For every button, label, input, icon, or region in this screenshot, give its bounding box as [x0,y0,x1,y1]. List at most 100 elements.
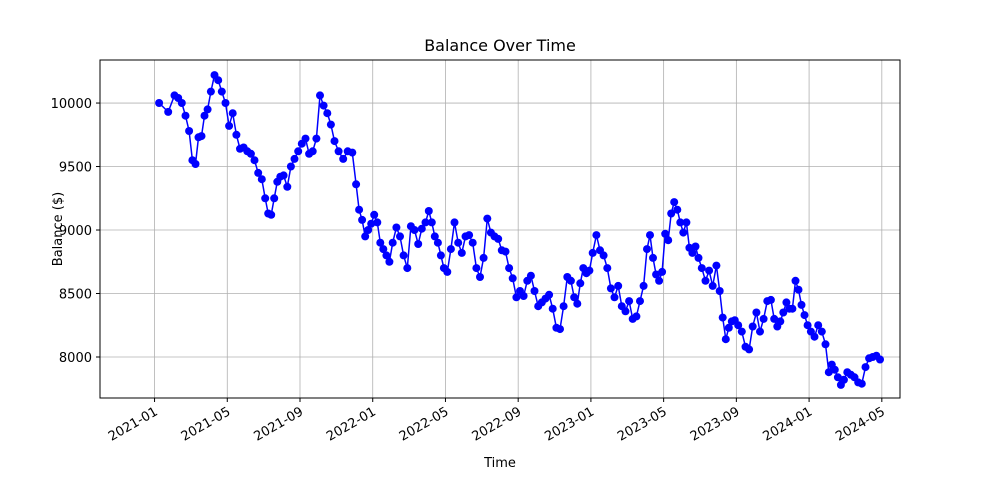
data-point [610,293,619,302]
data-point [800,311,809,320]
data-point [556,325,564,334]
data-point [639,281,648,290]
axes-frame [99,59,901,399]
data-point [468,238,477,247]
data-point [830,365,839,374]
data-point [682,218,691,227]
data-point [519,292,528,300]
data-point [232,130,241,139]
data-point [454,238,463,247]
data-point [177,99,186,107]
data-point [791,276,800,285]
data-point [788,304,797,313]
data-point [203,105,212,114]
data-point [652,270,661,279]
data-point [734,321,743,330]
data-point [479,253,488,262]
data-point [667,209,676,218]
data-point [585,266,594,275]
data-point [621,307,630,316]
data-point [559,302,568,311]
data-point [688,248,697,257]
data-point [603,264,612,273]
y-tick-label: 9500 [59,161,92,176]
data-point [748,322,757,331]
data-point [508,274,517,283]
data-point [399,251,408,260]
data-point [410,226,419,234]
data-point [433,238,442,247]
data-point [776,317,785,326]
data-point [382,251,391,260]
data-point [457,248,466,257]
data-point [316,91,324,100]
data-point [779,308,788,317]
data-point [312,134,321,143]
data-point [396,232,404,241]
data-point [694,253,703,262]
data-point [649,253,657,262]
data-point [270,194,279,203]
data-point [570,293,579,302]
data-point [670,198,679,207]
data-point [701,276,710,285]
data-point [334,147,343,156]
data-point [658,267,667,276]
data-point [876,355,884,364]
data-point [752,308,761,317]
data-point [191,160,200,168]
y-tick-label: 10000 [51,97,92,112]
data-point [373,218,382,227]
data-point [294,147,303,156]
chart-title: Balance Over Time [424,36,576,55]
data-point [691,242,700,251]
data-point [228,109,237,118]
data-point [833,373,842,382]
data-point [221,99,230,107]
data-point [361,232,370,241]
data-point [436,251,445,260]
data-point [646,231,654,240]
data-point [745,345,754,354]
data-point [724,323,733,332]
data-point [181,111,190,120]
data-point [712,261,721,270]
data-point [164,107,173,116]
data-point [206,87,215,96]
data-point [319,101,328,110]
data-point [817,327,826,336]
data-point [599,251,608,260]
data-point [450,218,459,227]
data-point [770,314,779,323]
data-point [661,229,670,238]
data-point [376,238,385,247]
data-point [392,223,401,232]
data-point [494,234,503,243]
data-point [261,194,270,203]
data-point [308,147,317,156]
data-point [185,127,194,135]
data-point [715,287,724,295]
data-point [339,154,348,163]
data-point [214,76,223,85]
data-point [614,281,623,290]
data-point [566,276,575,285]
data-point [705,266,714,275]
data-point [424,207,433,215]
data-point [267,210,276,219]
y-tick-label: 8500 [59,288,92,303]
data-point [573,299,582,308]
data-point [197,132,206,141]
data-point [794,285,803,294]
data-point [512,293,521,302]
data-point [257,175,266,184]
data-point [797,300,806,309]
data-point [718,313,727,322]
data-point [606,284,615,293]
data-point [824,368,833,377]
data-point [526,271,535,280]
data-point [352,180,361,189]
data-point [358,215,367,224]
data-point [643,245,651,254]
